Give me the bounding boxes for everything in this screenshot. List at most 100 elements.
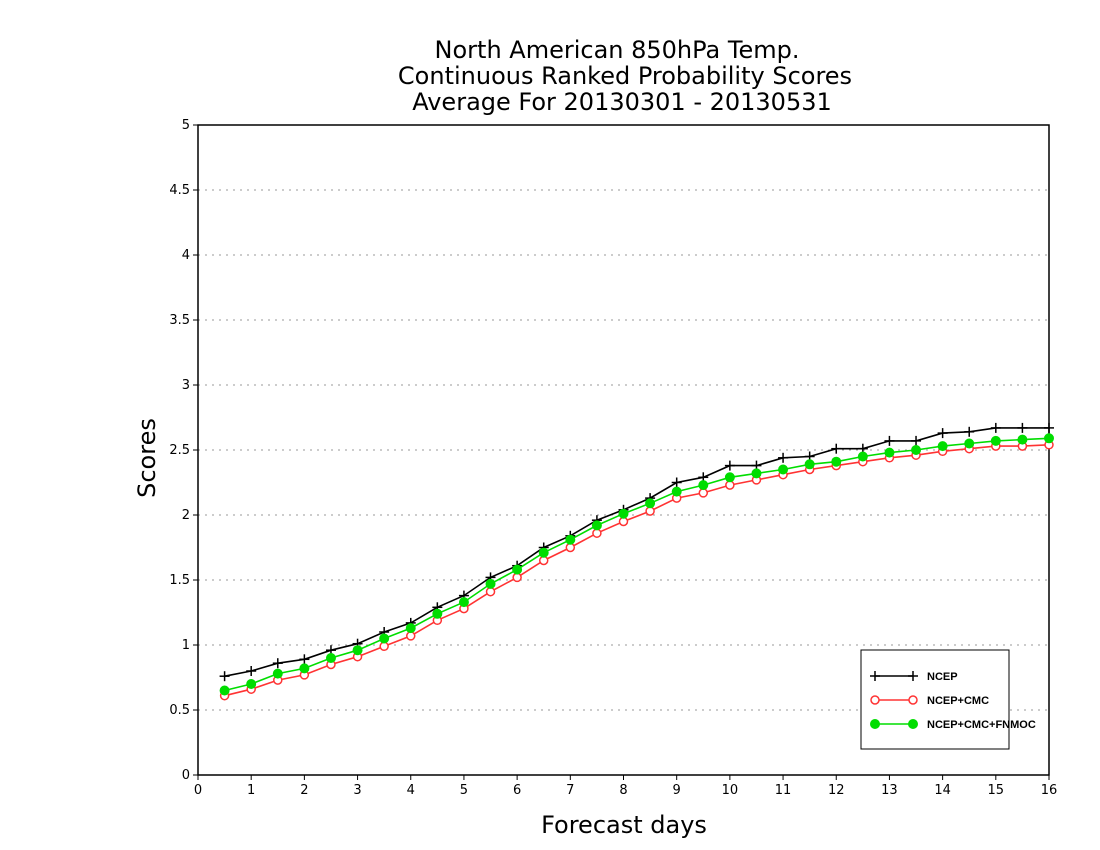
point-ncep-cmc-fnmoc-29 xyxy=(990,435,1001,446)
x-tick-label-5: 5 xyxy=(460,783,468,798)
x-tick-label-14: 14 xyxy=(934,783,951,798)
point-ncep-3 xyxy=(299,654,310,665)
y-axis-ticks: 0 0.5 1 1.5 2 2.5 3 3.5 4 4.5 5 xyxy=(169,118,198,783)
y-tick-label-7: 3.5 xyxy=(169,313,190,328)
point-ncep-cmc-fnmoc-6 xyxy=(379,633,390,644)
y-tick-label-3: 1.5 xyxy=(169,573,190,588)
title-line-1: North American 850hPa Temp. xyxy=(435,36,800,64)
x-axis-ticks: 0 1 2 3 4 5 6 7 8 9 10 11 12 13 14 15 16 xyxy=(194,775,1057,798)
series-layer xyxy=(219,422,1054,701)
legend-marker-end-ncep-cmc xyxy=(908,695,918,705)
point-ncep-31 xyxy=(1044,422,1054,433)
legend-marker-start-ncep-cmc xyxy=(870,695,880,705)
point-ncep-1 xyxy=(246,666,257,676)
point-ncep-cmc-fnmoc-22 xyxy=(804,459,815,470)
legend-marker-end-ncep-cmc-fnmoc xyxy=(908,719,918,729)
point-ncep-cmc-fnmoc-24 xyxy=(857,451,868,462)
legend-item-ncep: NCEP xyxy=(870,671,958,683)
point-ncep-21 xyxy=(778,452,789,463)
point-ncep-cmc-fnmoc-25 xyxy=(884,447,895,458)
x-axis-label: Forecast days xyxy=(541,811,707,839)
point-ncep-cmc-fnmoc-8 xyxy=(432,608,443,619)
legend-marker-end-ncep xyxy=(908,671,918,681)
point-ncep-cmc-fnmoc-31 xyxy=(1044,433,1054,444)
point-ncep-cmc-fnmoc-15 xyxy=(618,508,629,519)
point-ncep-17 xyxy=(671,477,682,488)
x-tick-label-3: 3 xyxy=(353,783,361,798)
y-tick-label-5: 2.5 xyxy=(169,443,190,458)
x-tick-label-6: 6 xyxy=(513,783,521,798)
x-tick-label-12: 12 xyxy=(828,783,845,798)
y-tick-label-8: 4 xyxy=(182,248,190,263)
point-ncep-cmc-fnmoc-20 xyxy=(751,468,762,479)
point-ncep-cmc-fnmoc-13 xyxy=(565,534,576,545)
point-ncep-cmc-fnmoc-4 xyxy=(325,653,336,663)
point-ncep-cmc-fnmoc-0 xyxy=(219,685,230,696)
y-tick-label-9: 4.5 xyxy=(169,183,190,198)
legend-label-ncep-cmc: NCEP+CMC xyxy=(927,695,989,707)
legend-item-ncep-cmc-fnmoc: NCEP+CMC+FNMOC xyxy=(870,719,1036,731)
x-tick-label-13: 13 xyxy=(881,783,898,798)
point-ncep-cmc-fnmoc-2 xyxy=(272,668,283,679)
point-ncep-cmc-fnmoc-23 xyxy=(831,456,842,467)
point-ncep-cmc-fnmoc-27 xyxy=(937,441,948,452)
y-tick-label-1: 0.5 xyxy=(169,703,190,718)
x-tick-label-7: 7 xyxy=(566,783,574,798)
point-ncep-cmc-fnmoc-10 xyxy=(485,578,496,589)
legend-label-ncep-cmc-fnmoc: NCEP+CMC+FNMOC xyxy=(927,719,1036,731)
x-tick-label-16: 16 xyxy=(1041,783,1058,798)
legend-item-ncep-cmc: NCEP+CMC xyxy=(870,695,989,707)
point-ncep-cmc-7 xyxy=(406,631,416,641)
point-ncep-19 xyxy=(724,460,735,471)
point-ncep-cmc-11 xyxy=(512,572,522,583)
legend-marker-start-ncep-cmc-fnmoc xyxy=(870,719,880,729)
point-ncep-cmc-fnmoc-1 xyxy=(246,679,257,689)
y-tick-label-0: 0 xyxy=(182,768,190,783)
x-tick-label-4: 4 xyxy=(407,783,415,798)
point-ncep-cmc-fnmoc-14 xyxy=(591,520,602,531)
point-ncep-cmc-fnmoc-17 xyxy=(671,486,682,497)
chart-title: North American 850hPa Temp. Continuous R… xyxy=(398,36,852,116)
legend-marker-start-ncep xyxy=(870,671,880,681)
y-tick-label-4: 2 xyxy=(182,508,190,523)
point-ncep-cmc-fnmoc-16 xyxy=(645,498,656,509)
y-tick-label-6: 3 xyxy=(182,378,190,393)
point-ncep-26 xyxy=(911,435,922,446)
point-ncep-cmc-fnmoc-28 xyxy=(964,438,975,449)
x-tick-label-1: 1 xyxy=(247,783,255,798)
point-ncep-cmc-fnmoc-5 xyxy=(352,645,363,656)
point-ncep-cmc-fnmoc-26 xyxy=(911,445,922,455)
series-ncep-cmc-fnmoc xyxy=(219,433,1054,696)
point-ncep-cmc-fnmoc-18 xyxy=(698,480,709,491)
point-ncep-27 xyxy=(937,428,948,439)
title-line-3: Average For 20130301 - 20130531 xyxy=(412,88,832,116)
x-tick-label-11: 11 xyxy=(775,783,792,798)
point-ncep-0 xyxy=(219,671,230,682)
point-ncep-30 xyxy=(1017,422,1028,433)
title-line-2: Continuous Ranked Probability Scores xyxy=(398,62,852,90)
x-tick-label-10: 10 xyxy=(722,783,739,798)
x-tick-label-15: 15 xyxy=(988,783,1005,798)
point-ncep-cmc-fnmoc-3 xyxy=(299,663,310,674)
point-ncep-cmc-fnmoc-19 xyxy=(724,472,735,483)
x-tick-label-2: 2 xyxy=(300,783,308,798)
point-ncep-2 xyxy=(272,658,283,669)
series-ncep xyxy=(219,422,1054,682)
legend: NCEP NCEP+CMC NCEP+CMC+FNMOC xyxy=(860,649,1036,750)
point-ncep-25 xyxy=(884,435,895,446)
point-ncep-cmc-fnmoc-11 xyxy=(512,564,523,575)
point-ncep-28 xyxy=(964,426,975,437)
point-ncep-cmc-fnmoc-30 xyxy=(1017,434,1028,445)
legend-label-ncep: NCEP xyxy=(927,671,958,683)
point-ncep-cmc-fnmoc-7 xyxy=(405,623,416,634)
point-ncep-cmc-fnmoc-21 xyxy=(778,464,789,475)
point-ncep-29 xyxy=(990,422,1001,433)
x-tick-label-8: 8 xyxy=(619,783,627,798)
gridlines xyxy=(198,189,1049,711)
point-ncep-cmc-fnmoc-9 xyxy=(458,597,469,608)
point-ncep-23 xyxy=(831,443,842,454)
x-tick-label-9: 9 xyxy=(673,783,681,798)
x-tick-label-0: 0 xyxy=(194,783,202,798)
y-axis-label: Scores xyxy=(133,418,161,498)
